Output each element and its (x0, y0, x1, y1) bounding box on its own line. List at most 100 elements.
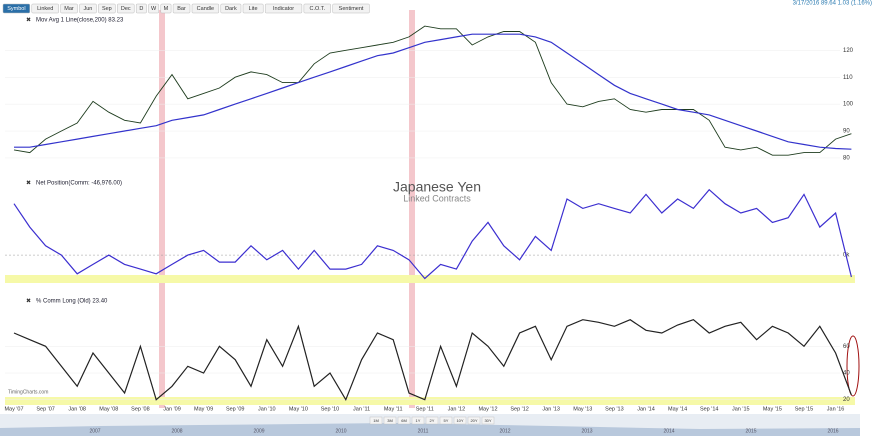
navigator-year: 2015 (745, 428, 756, 434)
x-tick-label: Sep '12 (510, 406, 528, 412)
toolbar-button[interactable] (191, 3, 220, 14)
watermark-subtitle: Linked Contracts (403, 193, 471, 203)
x-tick-label: May '12 (478, 406, 497, 412)
toolbar-button[interactable] (148, 3, 160, 14)
toolbar-label[interactable]: Jun (84, 6, 93, 12)
timeframe-label[interactable]: 10Y (456, 418, 463, 423)
timeframe-button[interactable] (369, 416, 383, 425)
timeframe-label[interactable]: 6M (401, 418, 407, 423)
toolbar: Symbol Linked Mar Jun Sep Dec D W M Bar Candle Dark… (2, 3, 370, 14)
x-tick-label: Jan '12 (448, 406, 466, 412)
toolbar-button[interactable] (2, 3, 31, 14)
toolbar-label[interactable]: Linked (37, 6, 53, 12)
line (13, 188, 852, 280)
timeframe-button[interactable] (425, 416, 439, 425)
toolbar-label[interactable]: Sentiment (339, 6, 364, 12)
toolbar-label[interactable]: C.O.T. (310, 6, 326, 12)
x-tick-label: Sep '14 (700, 406, 718, 412)
timeframe-button[interactable] (453, 416, 467, 425)
line (13, 25, 852, 156)
timeframe-label[interactable]: 2Y (430, 418, 435, 423)
x-tick-label: May '10 (289, 406, 308, 412)
toolbar-button[interactable] (303, 3, 331, 14)
timeframe-label[interactable]: 1Y (416, 418, 421, 423)
navigator-year: 2007 (89, 428, 100, 434)
panel-title: Mov Avg 1 Line(close,200) 83.23 (36, 18, 124, 24)
toolbar-button[interactable] (135, 3, 147, 14)
timeframe-button[interactable] (397, 416, 411, 425)
timeframe-label[interactable]: 20Y (470, 418, 477, 423)
x-tick-label: Sep '07 (36, 406, 54, 412)
navigator-year: 2011 (418, 428, 429, 434)
y-tick-label: 90 (843, 129, 850, 135)
panel-title: Net Position(Comm: -46,976.00) (36, 181, 122, 187)
y-tick-label: 20 (843, 397, 850, 403)
x-tick-label: Sep '13 (605, 406, 623, 412)
x-tick-label: Sep '09 (226, 406, 244, 412)
toolbar-button[interactable] (79, 3, 97, 14)
highlight-band (5, 275, 855, 283)
x-tick-label: May '08 (99, 406, 118, 412)
toolbar-button[interactable] (60, 3, 78, 14)
timeframe-button[interactable] (467, 416, 481, 425)
toolbar-label[interactable]: M (164, 6, 169, 12)
x-tick-label: May '15 (763, 406, 782, 412)
timeframe-label[interactable]: 30Y (484, 418, 491, 423)
toolbar-button[interactable] (332, 3, 370, 14)
watermark-title: Japanese Yen (393, 179, 481, 195)
toolbar-label[interactable]: Dark (225, 6, 237, 12)
toolbar-button[interactable] (117, 3, 135, 14)
toolbar-label[interactable]: Candle (197, 6, 214, 12)
navigator-year: 2013 (581, 428, 592, 434)
toolbar-label[interactable]: Dec (121, 6, 131, 12)
highlight-band (409, 10, 415, 408)
x-tick-label: Jan '16 (827, 406, 845, 412)
navigator-year: 2010 (335, 428, 346, 434)
toolbar-label[interactable]: Lite (249, 6, 258, 12)
toolbar-button[interactable] (220, 3, 242, 14)
x-tick-label: May '13 (573, 406, 592, 412)
timeframe-label[interactable]: 1M (373, 418, 379, 423)
timeframe-button[interactable] (439, 416, 453, 425)
x-tick-label: Jan '14 (637, 406, 655, 412)
toolbar-label[interactable]: Symbol (7, 6, 25, 12)
highlight-band (5, 397, 855, 405)
navigator-year: 2008 (171, 428, 182, 434)
y-tick-label: 110 (843, 75, 853, 81)
highlight-band (159, 10, 165, 408)
timeframe-label[interactable]: 5Y (444, 418, 449, 423)
line (14, 33, 852, 150)
y-tick-label: 100 (843, 102, 854, 108)
toolbar-label[interactable]: W (151, 6, 157, 12)
timeframe-label[interactable]: 3M (387, 418, 393, 423)
toolbar-button[interactable] (160, 3, 172, 14)
toolbar-button[interactable] (172, 3, 191, 14)
panel-icon: ✖ (26, 180, 31, 187)
timeframe-button[interactable] (411, 416, 425, 425)
x-tick-label: Jan '10 (258, 406, 276, 412)
navigator-year: 2016 (827, 428, 838, 434)
toolbar-label[interactable]: Sep (102, 6, 112, 12)
panel-icon: ✖ (26, 298, 31, 305)
x-tick-label: Jan '13 (542, 406, 560, 412)
toolbar-button[interactable] (264, 3, 303, 14)
timeframe-button[interactable] (481, 416, 495, 425)
y-tick-label: 80 (843, 156, 850, 162)
x-tick-label: May '14 (668, 406, 687, 412)
x-tick-label: May '11 (384, 406, 403, 412)
toolbar-label[interactable]: Indicator (273, 6, 294, 12)
toolbar-button[interactable] (31, 3, 59, 14)
toolbar-label[interactable]: Bar (177, 6, 186, 12)
toolbar-button[interactable] (98, 3, 116, 14)
navigator-area (0, 423, 860, 436)
toolbar-label[interactable]: D (139, 6, 143, 12)
toolbar-label[interactable]: Mar (64, 6, 74, 12)
timeframe-button[interactable] (383, 416, 397, 425)
x-tick-label: Jan '08 (68, 406, 86, 412)
x-tick-label: Sep '11 (416, 406, 434, 412)
y-tick-label: 60 (843, 344, 850, 350)
toolbar-button[interactable] (242, 3, 264, 14)
panel-icon: ✖ (26, 17, 31, 24)
